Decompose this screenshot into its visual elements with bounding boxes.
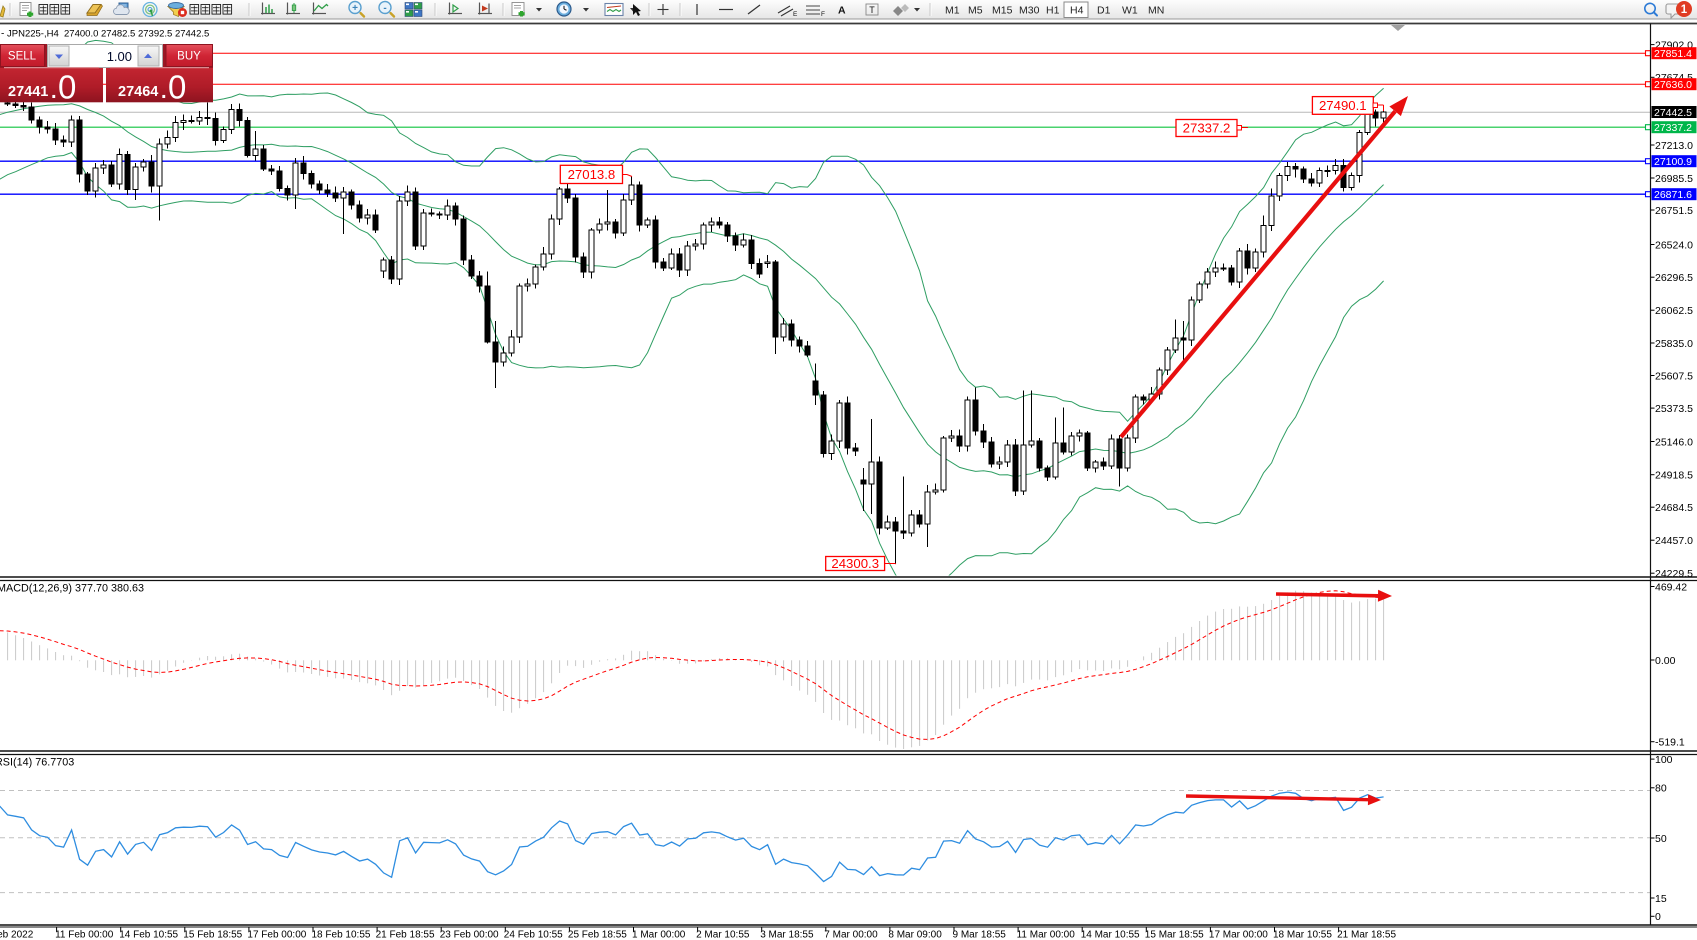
svg-text:18 Mar 10:55: 18 Mar 10:55: [1273, 930, 1332, 940]
svg-text:D1: D1: [1097, 5, 1111, 17]
svg-text:14 Feb 10:55: 14 Feb 10:55: [119, 930, 178, 940]
svg-text:23 Feb 00:00: 23 Feb 00:00: [440, 930, 499, 940]
svg-text:RSI(14) 76.7703: RSI(14) 76.7703: [0, 757, 74, 769]
svg-text:27490.1: 27490.1: [1319, 98, 1367, 113]
svg-text:T: T: [869, 5, 875, 15]
svg-text:17 Feb 00:00: 17 Feb 00:00: [247, 930, 306, 940]
svg-text:27851.4: 27851.4: [1654, 48, 1692, 60]
svg-text:0: 0: [168, 69, 186, 106]
svg-text:24300.3: 24300.3: [831, 556, 879, 571]
svg-text:24229.5: 24229.5: [1655, 568, 1693, 580]
svg-text:27442.5: 27442.5: [1654, 107, 1692, 119]
svg-text:25373.5: 25373.5: [1655, 403, 1693, 415]
svg-text:25835.0: 25835.0: [1655, 338, 1693, 350]
svg-text:8 Mar 09:00: 8 Mar 09:00: [888, 930, 942, 940]
svg-text:26062.5: 26062.5: [1655, 305, 1693, 317]
svg-text:26296.5: 26296.5: [1655, 272, 1693, 284]
svg-text:1 Mar 00:00: 1 Mar 00:00: [632, 930, 686, 940]
svg-text:21 Feb 18:55: 21 Feb 18:55: [376, 930, 435, 940]
svg-text:26871.6: 26871.6: [1654, 189, 1692, 201]
svg-text:27464: 27464: [118, 84, 158, 100]
svg-text:469.42: 469.42: [1655, 581, 1687, 593]
svg-text:26985.5: 26985.5: [1655, 173, 1693, 185]
svg-text:2 Mar 10:55: 2 Mar 10:55: [696, 930, 750, 940]
svg-text:24918.5: 24918.5: [1655, 470, 1693, 482]
svg-text:18 Feb 10:55: 18 Feb 10:55: [312, 930, 371, 940]
svg-text:25146.0: 25146.0: [1655, 436, 1693, 448]
svg-text:27013.8: 27013.8: [568, 167, 616, 182]
svg-text:MN: MN: [1148, 5, 1164, 17]
svg-text:9 Mar 18:55: 9 Mar 18:55: [953, 930, 1007, 940]
svg-text:JPN225-,H4 27400.0 27482.5 27: JPN225-,H4 27400.0 27482.5 27392.5 27442…: [7, 29, 209, 40]
svg-text:BUY: BUY: [177, 51, 201, 63]
svg-text:27337.2: 27337.2: [1183, 121, 1231, 136]
svg-text:H1: H1: [1046, 5, 1060, 17]
svg-text:3 Mar 18:55: 3 Mar 18:55: [760, 930, 814, 940]
svg-text:0.00: 0.00: [1655, 655, 1676, 667]
svg-text:15: 15: [1655, 893, 1667, 905]
svg-text:50: 50: [1655, 833, 1667, 845]
svg-text:26524.0: 26524.0: [1655, 239, 1693, 251]
svg-text:-519.1: -519.1: [1655, 737, 1685, 749]
svg-text:-: -: [383, 3, 386, 14]
svg-text:80: 80: [1655, 783, 1667, 795]
svg-text:27337.2: 27337.2: [1654, 122, 1692, 134]
svg-text:11 Feb 00:00: 11 Feb 00:00: [55, 930, 114, 940]
svg-text:-: -: [1, 28, 4, 39]
svg-text:W1: W1: [1122, 5, 1138, 17]
svg-text:27636.0: 27636.0: [1654, 79, 1692, 91]
svg-text:SELL: SELL: [8, 51, 37, 63]
svg-text:0: 0: [58, 69, 76, 106]
svg-text:26751.5: 26751.5: [1655, 205, 1693, 217]
svg-text:24684.5: 24684.5: [1655, 502, 1693, 514]
svg-text:A: A: [838, 5, 846, 17]
svg-text:F: F: [821, 11, 825, 18]
svg-text:27100.9: 27100.9: [1654, 156, 1692, 168]
svg-text:100: 100: [1655, 754, 1673, 766]
svg-text:15 Mar 18:55: 15 Mar 18:55: [1145, 930, 1204, 940]
svg-text:0: 0: [1655, 911, 1661, 923]
svg-text:M1: M1: [945, 5, 960, 17]
svg-text:M30: M30: [1019, 5, 1040, 17]
svg-text:.: .: [51, 81, 57, 103]
svg-text:17 Mar 00:00: 17 Mar 00:00: [1209, 930, 1268, 940]
svg-text:Feb 2022: Feb 2022: [0, 930, 34, 940]
svg-text:24457.0: 24457.0: [1655, 535, 1693, 547]
svg-text:15 Feb 18:55: 15 Feb 18:55: [183, 930, 242, 940]
svg-text:21 Mar 18:55: 21 Mar 18:55: [1337, 930, 1396, 940]
svg-text:25 Feb 18:55: 25 Feb 18:55: [568, 930, 627, 940]
svg-text:1.00: 1.00: [107, 49, 132, 64]
svg-text:27213.0: 27213.0: [1655, 140, 1693, 152]
svg-text:27441: 27441: [8, 84, 48, 100]
svg-text:1: 1: [1681, 4, 1688, 16]
svg-text:7 Mar 00:00: 7 Mar 00:00: [824, 930, 878, 940]
svg-text:E: E: [793, 11, 798, 18]
svg-text:24 Feb 10:55: 24 Feb 10:55: [504, 930, 563, 940]
svg-text:.: .: [161, 81, 167, 103]
svg-text:25607.5: 25607.5: [1655, 370, 1693, 382]
svg-text:M5: M5: [968, 5, 983, 17]
svg-text:H4: H4: [1070, 5, 1084, 17]
svg-text:11 Mar 00:00: 11 Mar 00:00: [1017, 930, 1076, 940]
svg-text:MACD(12,26,9) 377.70 380.63: MACD(12,26,9) 377.70 380.63: [0, 583, 144, 595]
svg-text:14 Mar 10:55: 14 Mar 10:55: [1081, 930, 1140, 940]
svg-text:+: +: [352, 3, 358, 14]
svg-text:M15: M15: [992, 5, 1013, 17]
